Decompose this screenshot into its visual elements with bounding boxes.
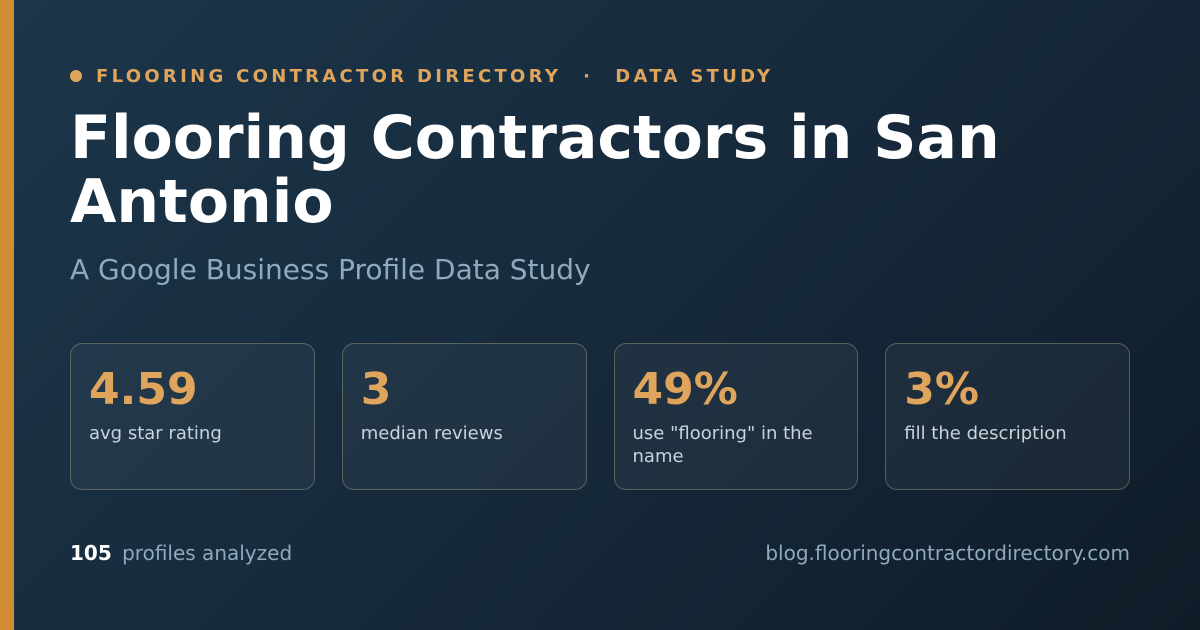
eyebrow-category: DATA STUDY [615,65,774,87]
profiles-analyzed: 105 profiles analyzed [70,539,292,567]
stat-label: use "flooring" in the name [632,423,813,467]
stat-value: 3% [904,364,979,415]
stat-value: 3 [360,364,392,415]
stat-value: 4.59 [89,364,198,415]
dot-icon [70,70,82,82]
eyebrow: FLOORING CONTRACTOR DIRECTORY · DATA STU… [70,64,773,88]
stat-card-median-reviews: 3 median reviews [341,343,587,490]
stat-label: median reviews [360,423,503,444]
stat-card-flooring-in-name: 49% use "flooring" in the name [613,343,859,490]
page-subtitle: A Google Business Profile Data Study [70,253,591,286]
accent-bar [0,0,14,630]
profiles-count: 105 [70,541,112,565]
stat-label: avg star rating [89,423,222,444]
eyebrow-separator: · [583,65,594,87]
profiles-count-label: profiles analyzed [122,541,293,565]
stat-card-avg-rating: 4.59 avg star rating [70,343,315,490]
stat-label: fill the description [904,423,1067,444]
stat-card-description-fill: 3% fill the description [885,343,1130,490]
stats-row: 4.59 avg star rating 3 median reviews 49… [70,343,1130,490]
blog-url: blog.flooringcontractordirectory.com [765,541,1130,565]
page-title: Flooring Contractors in San Antonio [70,103,1000,237]
stat-value: 49% [632,364,738,415]
eyebrow-site-name: FLOORING CONTRACTOR DIRECTORY [96,65,562,87]
